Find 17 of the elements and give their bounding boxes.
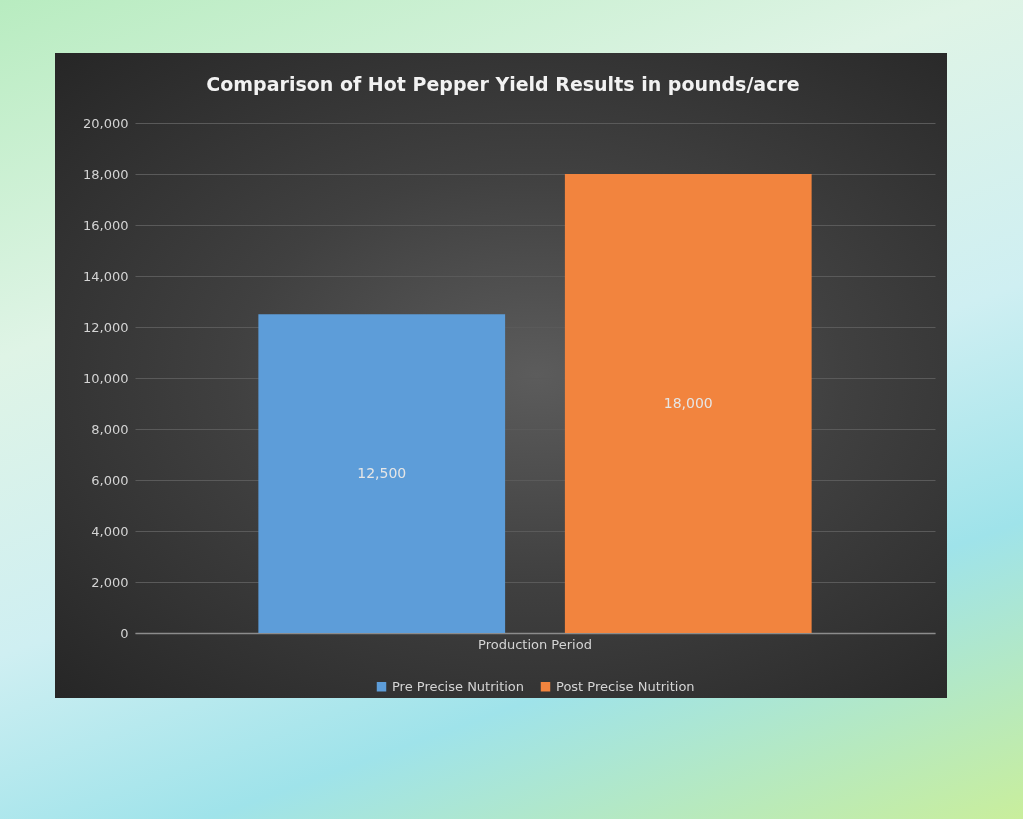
y-tick-label: 6,000: [91, 472, 129, 488]
y-tick-label: 14,000: [83, 268, 129, 284]
chart-title: Comparison of Hot Pepper Yield Results in pounds/acre: [206, 73, 800, 95]
y-tick-label: 10,000: [83, 370, 129, 386]
data-label: 12,500: [357, 464, 407, 481]
legend-label: Post Precise Nutrition: [556, 678, 695, 694]
x-tick-label: Production Period: [478, 636, 592, 652]
y-tick-label: 20,000: [83, 115, 129, 131]
y-tick-label: 18,000: [83, 166, 129, 182]
data-label: 18,000: [663, 394, 713, 411]
y-tick-label: 12,000: [83, 319, 129, 335]
y-tick-label: 4,000: [91, 523, 129, 539]
y-tick-label: 0: [120, 625, 129, 641]
y-tick-label: 16,000: [83, 217, 129, 233]
y-tick-label: 2,000: [91, 574, 129, 590]
y-tick-label: 8,000: [91, 421, 129, 437]
legend-label: Pre Precise Nutrition: [392, 678, 525, 694]
